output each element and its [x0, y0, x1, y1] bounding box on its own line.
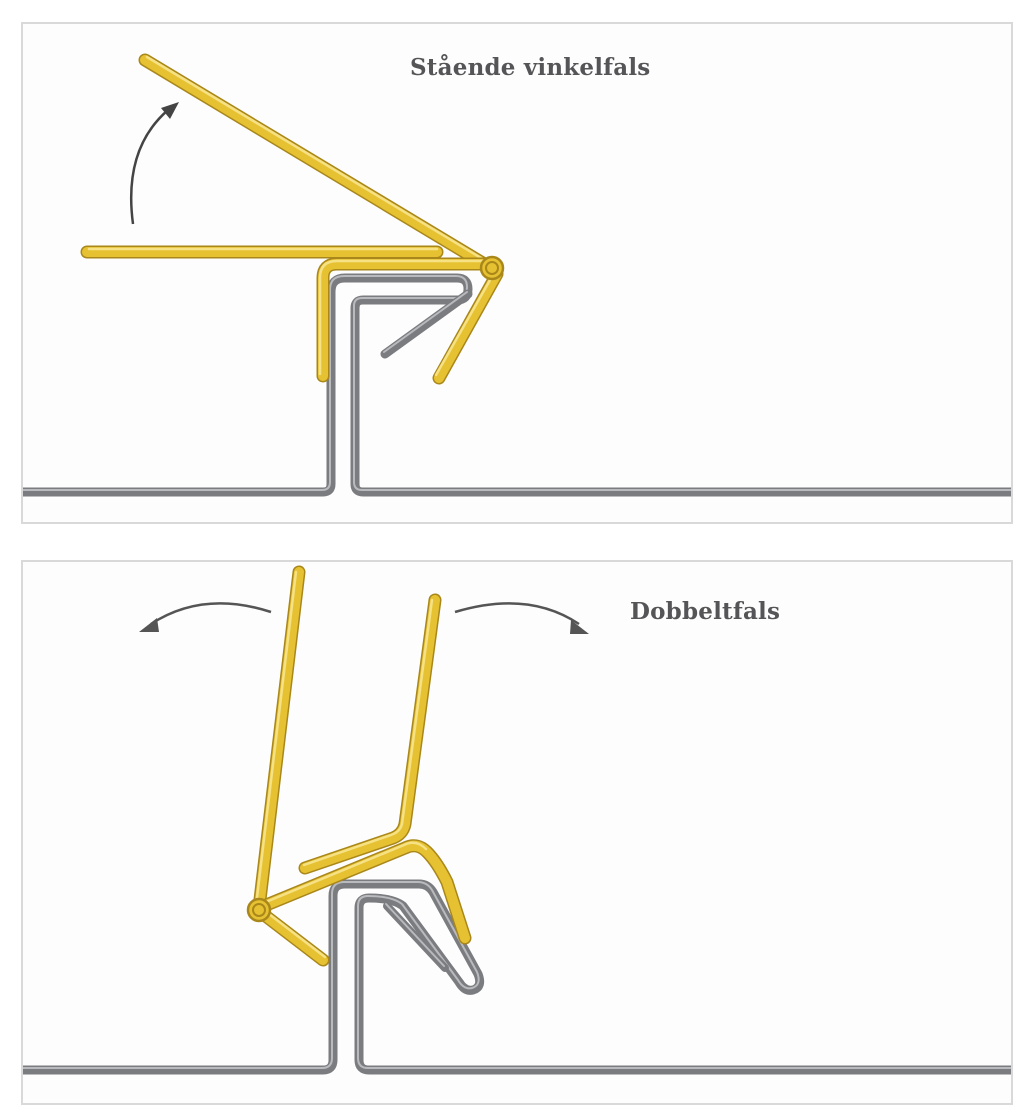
metal-roof-seam — [23, 273, 1011, 497]
curved-arrow-right — [454, 602, 589, 634]
panel-staende-vinkelfals: Stående vinkelfals — [21, 22, 1013, 524]
seaming-tool-jaws — [246, 565, 472, 967]
diagram-title: Stående vinkelfals — [410, 54, 651, 81]
vinkelfals-diagram — [23, 53, 1011, 497]
curved-arrow-left — [139, 602, 272, 632]
metal-roof-seam — [23, 879, 1011, 1075]
diagram-title: Dobbeltfals — [630, 598, 781, 625]
panel-dobbeltfals: Dobbeltfals — [21, 560, 1013, 1105]
dobbeltfals-diagram — [23, 565, 1011, 1075]
curved-arrow-up — [129, 102, 179, 225]
seaming-tool-jaws — [80, 53, 505, 385]
